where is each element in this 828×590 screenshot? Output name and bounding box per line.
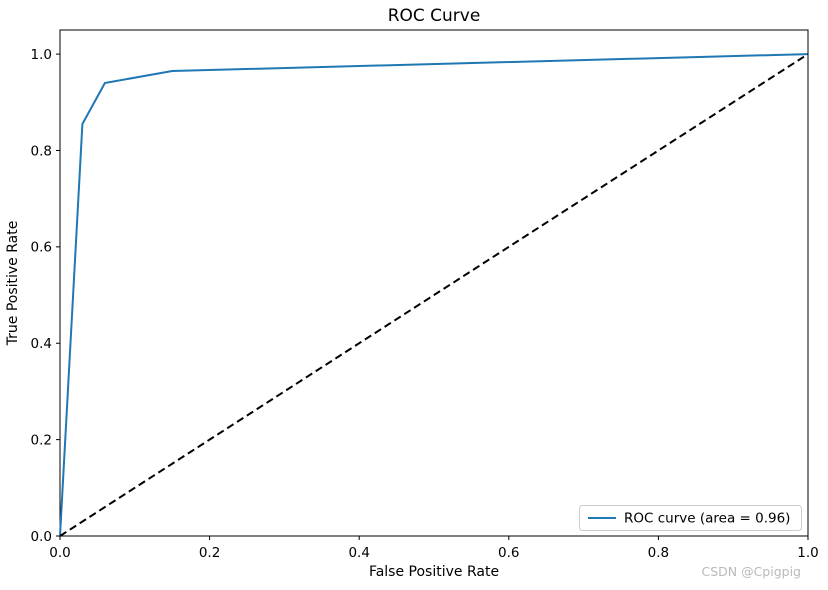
plot-border	[59, 29, 809, 537]
chart-title: ROC Curve	[388, 6, 481, 26]
x-tick-label: 0.6	[498, 545, 519, 561]
x-tick-label: 0.0	[49, 545, 70, 561]
y-tick-label: 0.6	[31, 240, 52, 256]
y-tick-label: 0.8	[31, 143, 52, 159]
y-tick-label: 0.2	[31, 432, 52, 448]
y-tick-label: 0.0	[31, 529, 52, 545]
x-axis-label: False Positive Rate	[369, 564, 499, 580]
x-tick-label: 1.0	[797, 545, 818, 561]
x-tick-label: 0.4	[348, 545, 369, 561]
legend-label: ROC curve (area = 0.96)	[624, 511, 790, 527]
series-lines	[59, 53, 809, 537]
roc-curve-line	[59, 53, 809, 537]
y-axis-ticks: 0.0 0.2 0.4 0.6 0.8 1.0	[31, 47, 60, 545]
y-axis-label: True Positive Rate	[5, 221, 21, 347]
legend: ROC curve (area = 0.96)	[579, 505, 802, 531]
y-tick-label: 0.4	[31, 336, 52, 352]
x-tick-label: 0.2	[199, 545, 220, 561]
x-axis-ticks: 0.0 0.2 0.4 0.6 0.8 1.0	[49, 536, 819, 561]
legend-frame	[579, 505, 802, 531]
x-tick-label: 0.8	[648, 545, 669, 561]
chance-diagonal-line	[59, 53, 809, 537]
watermark: CSDN @Cpigpig	[701, 564, 801, 579]
y-tick-label: 1.0	[31, 47, 52, 63]
